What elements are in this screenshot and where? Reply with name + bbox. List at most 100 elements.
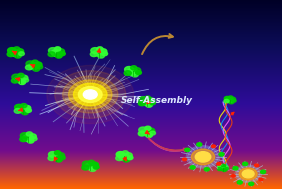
Circle shape	[26, 108, 31, 112]
Circle shape	[195, 152, 211, 162]
Circle shape	[15, 53, 21, 58]
Circle shape	[12, 74, 21, 80]
Circle shape	[249, 182, 254, 186]
Circle shape	[20, 75, 28, 80]
Circle shape	[60, 52, 65, 56]
Circle shape	[132, 72, 138, 77]
Circle shape	[63, 76, 118, 113]
Circle shape	[219, 166, 226, 170]
Circle shape	[141, 98, 152, 106]
Circle shape	[116, 152, 125, 157]
Circle shape	[99, 49, 107, 54]
Circle shape	[141, 129, 152, 136]
Circle shape	[133, 68, 141, 73]
Circle shape	[73, 83, 107, 106]
Circle shape	[116, 156, 123, 161]
Circle shape	[229, 101, 234, 104]
Circle shape	[224, 96, 230, 101]
Circle shape	[125, 153, 132, 158]
Circle shape	[150, 131, 155, 135]
Circle shape	[55, 71, 126, 118]
FancyArrowPatch shape	[149, 138, 189, 150]
FancyArrowPatch shape	[142, 34, 173, 54]
Circle shape	[19, 80, 25, 84]
Circle shape	[218, 165, 223, 169]
Circle shape	[147, 128, 155, 133]
Circle shape	[78, 87, 102, 102]
Circle shape	[26, 132, 32, 136]
Circle shape	[223, 166, 228, 169]
Circle shape	[145, 96, 151, 100]
Circle shape	[23, 78, 28, 82]
Circle shape	[91, 162, 98, 167]
Circle shape	[145, 126, 151, 130]
Circle shape	[89, 167, 96, 171]
Circle shape	[11, 78, 19, 83]
Circle shape	[37, 65, 43, 69]
Circle shape	[190, 166, 195, 169]
Text: Self-Assembly: Self-Assembly	[120, 96, 193, 105]
Circle shape	[49, 48, 57, 53]
Circle shape	[226, 98, 233, 103]
Circle shape	[14, 108, 21, 113]
Circle shape	[123, 157, 130, 162]
Circle shape	[57, 153, 65, 158]
Circle shape	[138, 101, 146, 106]
Circle shape	[102, 52, 107, 56]
Circle shape	[122, 151, 128, 155]
Circle shape	[217, 167, 222, 171]
Circle shape	[259, 178, 263, 181]
Circle shape	[255, 164, 259, 167]
Circle shape	[93, 165, 99, 169]
Circle shape	[69, 80, 112, 109]
Circle shape	[242, 170, 254, 178]
Circle shape	[93, 49, 104, 57]
Circle shape	[14, 76, 25, 83]
Circle shape	[20, 137, 27, 142]
Circle shape	[8, 48, 16, 53]
Circle shape	[127, 156, 133, 160]
Circle shape	[237, 181, 242, 184]
Circle shape	[88, 160, 94, 164]
Circle shape	[185, 148, 190, 152]
Circle shape	[32, 60, 38, 64]
Circle shape	[20, 133, 29, 139]
Circle shape	[47, 65, 134, 124]
Circle shape	[150, 101, 155, 105]
Circle shape	[127, 68, 138, 75]
Circle shape	[21, 104, 27, 108]
Circle shape	[51, 49, 62, 57]
Circle shape	[212, 145, 215, 148]
Circle shape	[16, 49, 24, 54]
Circle shape	[19, 52, 24, 56]
Circle shape	[56, 157, 62, 162]
Circle shape	[51, 153, 62, 160]
Circle shape	[147, 98, 155, 103]
Circle shape	[57, 49, 65, 54]
Circle shape	[139, 97, 147, 103]
Circle shape	[217, 163, 221, 165]
Circle shape	[82, 165, 89, 170]
Circle shape	[228, 96, 233, 99]
Circle shape	[230, 97, 235, 101]
Circle shape	[7, 52, 14, 57]
Circle shape	[124, 71, 131, 76]
Circle shape	[119, 153, 129, 160]
Circle shape	[31, 137, 37, 141]
Circle shape	[22, 110, 28, 115]
Circle shape	[85, 163, 96, 170]
Circle shape	[90, 52, 98, 57]
Circle shape	[239, 168, 257, 180]
Circle shape	[54, 151, 61, 155]
Circle shape	[146, 103, 152, 107]
Circle shape	[48, 52, 55, 57]
FancyArrowPatch shape	[149, 138, 187, 152]
Circle shape	[182, 158, 186, 161]
Circle shape	[34, 62, 42, 67]
Circle shape	[261, 170, 266, 174]
Circle shape	[138, 131, 146, 136]
Circle shape	[33, 67, 39, 71]
Circle shape	[98, 53, 104, 58]
Circle shape	[188, 146, 219, 167]
Circle shape	[236, 166, 260, 182]
